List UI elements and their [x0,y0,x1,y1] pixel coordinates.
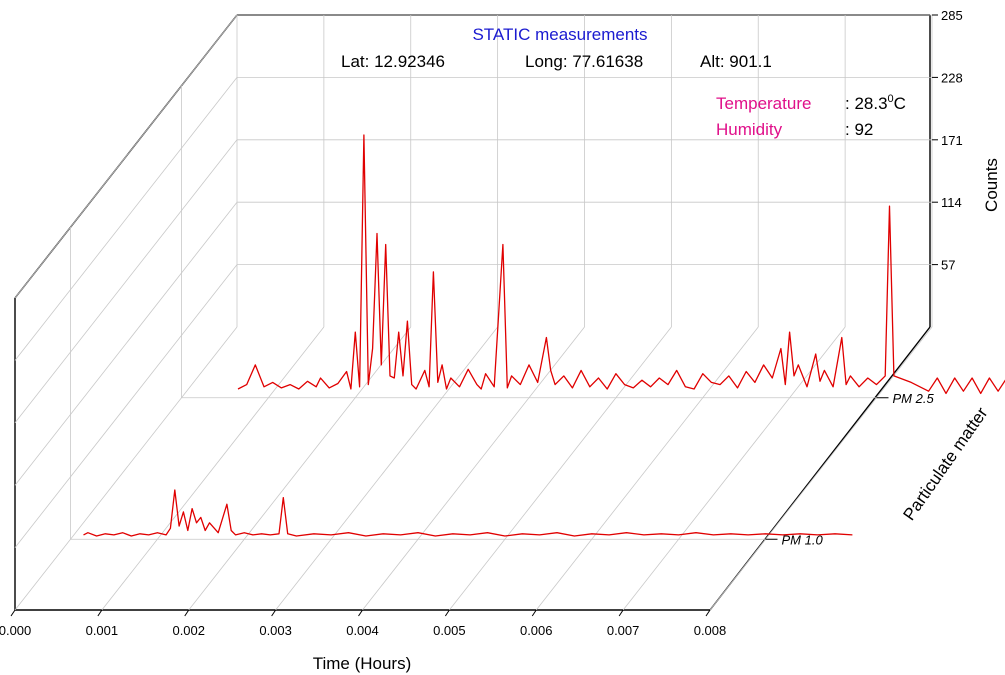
latitude-text: Lat: 12.92346 [341,52,445,71]
sidewall-gridline-z [14,77,238,361]
floor-gridline-x [362,326,585,611]
x-tick-mark [271,609,277,617]
x-tick-mark [97,609,103,617]
x-tick-label: 0.007 [607,623,640,638]
x-tick-label: 0.004 [346,623,379,638]
floor-gridline-x [101,326,325,611]
x-tick-label: 0.006 [520,623,553,638]
category-tick-label: PM 1.0 [782,532,824,547]
sidewall-gridline-z [14,201,238,486]
y-axis-title: Particulate matter [900,404,992,524]
floor-gridline-x [709,326,933,611]
floor-gridline-x [535,326,759,611]
x-axis-title: Time (Hours) [313,654,412,673]
z-tick-label: 114 [941,195,962,210]
axes-layer: 0.000 0.001 0.002 0.003 0.004 0.005 0.006 0.007… [0,8,963,638]
floor-gridline-x [14,326,238,611]
x-tick-label: 0.005 [433,623,466,638]
floor-gridline-x [622,326,846,611]
floor-gridline-x [275,326,498,611]
x-tick-mark [618,609,624,617]
floor-gridline-x [449,326,672,611]
sidewall-gridline-z [14,139,238,424]
x-tick-label: 0.003 [259,623,292,638]
series-line-pm-2-5 [237,134,1005,395]
temperature-label: Temperature [716,94,811,113]
x-tick-mark [358,609,363,617]
x-tick-mark [705,609,711,617]
x-tick-mark [531,609,537,617]
category-tick-label: PM 2.5 [893,391,935,406]
altitude-text: Alt: 901.1 [700,52,772,71]
sidewall-gridline-z [14,264,238,548]
sidewall-gridline-z [14,14,238,299]
series-line-pm-1-0 [83,489,853,537]
x-tick-mark [444,609,450,617]
temperature-value-main: : 28.3 [845,94,888,113]
z-tick-label: 171 [941,133,963,148]
grid-layer [14,14,933,611]
series-layer [83,134,1005,537]
z-tick-label: 228 [941,70,963,85]
temperature-degree: 0 [888,93,894,105]
humidity-label: Humidity [716,120,783,139]
chart-title: STATIC measurements [472,25,647,44]
z-tick-label: 285 [941,8,963,23]
temperature-value: : 28.30C [845,93,906,113]
x-tick-mark [10,609,16,617]
z-axis-title: Counts [982,158,1001,212]
floor-gridline-x [188,326,412,611]
x-tick-label: 0.002 [172,623,205,638]
temperature-unit: C [894,94,906,113]
x-tick-label: 0.008 [694,623,727,638]
x-tick-label: 0.001 [86,623,119,638]
z-tick-label: 57 [941,258,955,273]
humidity-value: : 92 [845,120,873,139]
x-tick-label: 0.000 [0,623,31,638]
longitude-text: Long: 77.61638 [525,52,643,71]
x-tick-mark [184,609,190,617]
